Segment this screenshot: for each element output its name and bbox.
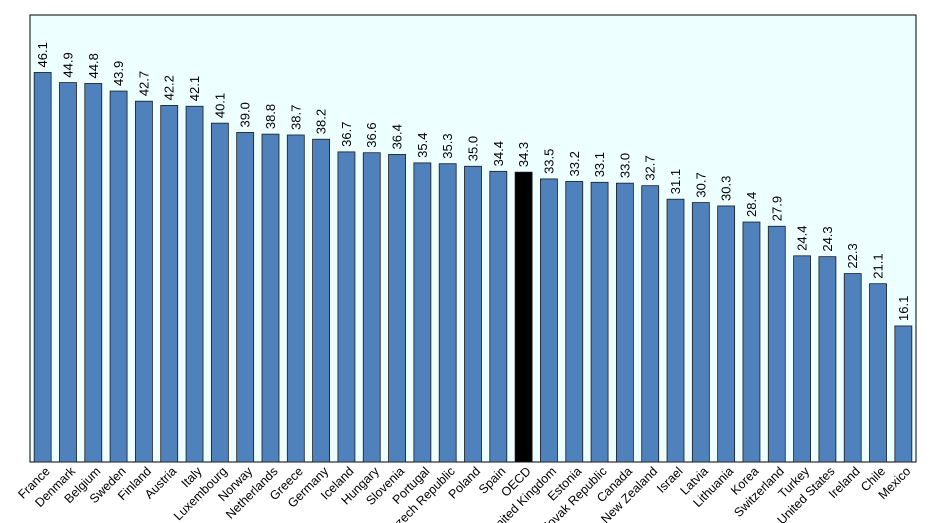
value-label-germany: 38.2	[314, 109, 329, 134]
bar-germany	[312, 138, 331, 463]
value-label-czech-republic: 35.3	[440, 133, 455, 158]
bar-turkey	[793, 255, 811, 463]
bar-italy	[185, 105, 204, 463]
bar-greece	[286, 134, 305, 463]
value-label-finland: 42.7	[136, 71, 151, 96]
value-label-new-zealand: 32.7	[643, 155, 658, 180]
value-label-spain: 34.4	[491, 141, 506, 166]
bar-new-zealand	[641, 185, 660, 463]
value-label-netherlands: 38.8	[263, 104, 278, 129]
value-label-switzerland: 27.9	[769, 196, 784, 221]
bar-finland	[135, 100, 153, 463]
value-label-austria: 42.2	[162, 75, 177, 100]
value-label-luxembourg: 40.1	[212, 93, 227, 118]
value-label-lithuania: 30.3	[719, 176, 734, 201]
bar-latvia	[691, 202, 710, 463]
bar-sweden	[109, 90, 128, 463]
value-label-hungary: 36.6	[364, 122, 379, 147]
bar-united-kingdom	[540, 178, 558, 463]
bar-slovenia	[388, 154, 406, 463]
value-label-poland: 35.0	[466, 136, 481, 161]
value-label-mexico: 16.1	[896, 296, 911, 321]
bar-switzerland	[767, 225, 786, 463]
value-label-france: 46.1	[35, 42, 50, 67]
value-label-united-states: 24.3	[820, 226, 835, 251]
bar-oecd	[514, 171, 533, 463]
value-label-turkey: 24.4	[795, 226, 810, 251]
value-label-slovenia: 36.4	[390, 124, 405, 149]
bar-chile	[869, 283, 887, 463]
value-label-denmark: 44.9	[60, 52, 75, 77]
value-label-greece: 38.7	[288, 105, 303, 130]
bar-israel	[666, 198, 685, 463]
value-label-sweden: 43.9	[111, 61, 126, 86]
value-label-belgium: 44.8	[86, 53, 101, 78]
value-label-slovak-republic: 33.1	[592, 152, 607, 177]
bar-korea	[742, 221, 761, 463]
bar-slovak-republic	[590, 181, 609, 463]
bar-mexico	[894, 325, 913, 463]
bar-hungary	[362, 152, 381, 463]
value-label-norway: 39.0	[238, 102, 253, 127]
bar-estonia	[565, 181, 584, 463]
value-label-portugal: 35.4	[415, 133, 430, 158]
value-label-estonia: 33.2	[567, 151, 582, 176]
value-label-chile: 21.1	[871, 253, 886, 278]
bar-netherlands	[261, 133, 280, 463]
value-label-latvia: 30.7	[693, 172, 708, 197]
value-label-iceland: 36.7	[339, 122, 354, 147]
value-label-oecd: 34.3	[516, 142, 531, 167]
value-label-israel: 31.1	[668, 169, 683, 194]
value-label-ireland: 22.3	[845, 243, 860, 268]
bar-united-states	[818, 256, 837, 463]
bar-luxembourg	[210, 122, 229, 463]
value-label-united-kingdom: 33.5	[541, 149, 556, 174]
value-label-korea: 28.4	[744, 192, 759, 217]
bar-denmark	[59, 82, 77, 463]
bar-poland	[464, 165, 482, 463]
value-label-italy: 42.1	[187, 76, 202, 101]
bar-iceland	[337, 151, 356, 463]
bar-austria	[160, 105, 179, 463]
bar-czech-republic	[438, 163, 457, 463]
bar-portugal	[413, 162, 432, 463]
bar-canada	[615, 182, 634, 463]
value-label-canada: 33.0	[617, 153, 632, 178]
bar-lithuania	[717, 205, 736, 463]
bar-norway	[236, 132, 255, 463]
bar-belgium	[84, 83, 103, 463]
bar-ireland	[843, 273, 862, 463]
bar-france	[33, 72, 52, 463]
bar-spain	[489, 170, 508, 463]
